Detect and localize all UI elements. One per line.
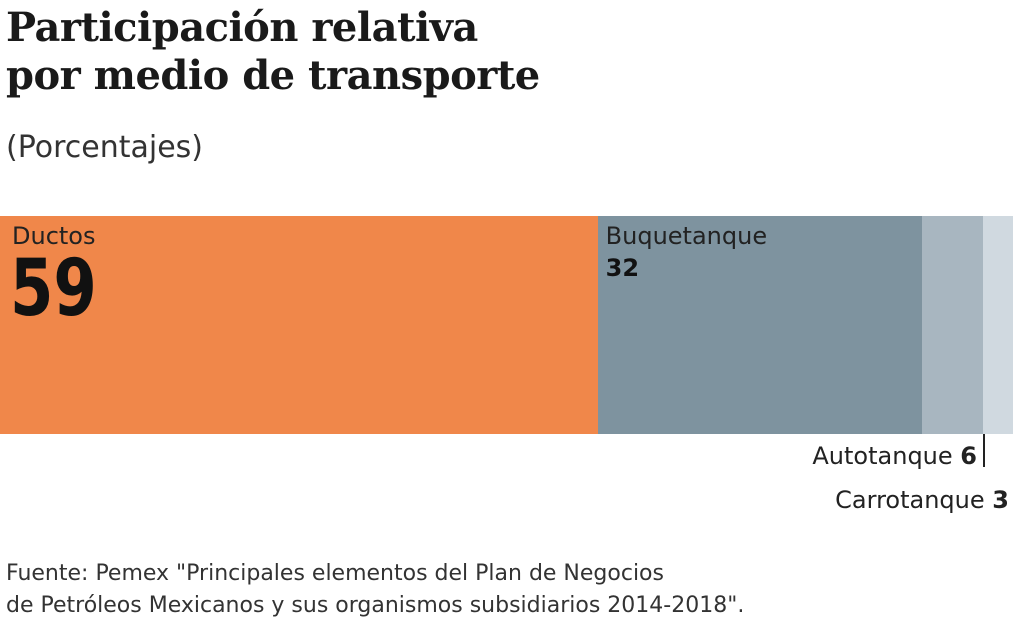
bar-segment-autotanque <box>921 216 983 434</box>
label-carrotanque-value: 3 <box>992 486 1009 514</box>
segment-value: 32 <box>605 254 640 282</box>
label-autotanque-value: 6 <box>960 442 977 470</box>
bar-segment-carrotanque <box>982 216 1013 434</box>
autotanque-leader-line <box>983 434 985 467</box>
segment-label: Buquetanque <box>605 222 768 250</box>
source-line-2: de Petróleos Mexicanos y sus organismos … <box>6 593 745 618</box>
title-line-1: Participación relativa <box>6 4 478 51</box>
label-carrotanque: Carrotanque 3 <box>835 486 1009 514</box>
segment-value: 59 <box>10 244 97 334</box>
bar-segment-ductos: Ductos 59 <box>0 216 598 434</box>
source-line-1: Fuente: Pemex "Principales elementos del… <box>6 561 664 586</box>
chart-title: Participación relativa por medio de tran… <box>6 4 540 100</box>
source-note: Fuente: Pemex "Principales elementos del… <box>6 558 744 622</box>
stacked-bar: Ductos 59 Buquetanque 32 <box>0 216 1013 434</box>
label-carrotanque-name: Carrotanque <box>835 486 985 514</box>
label-autotanque-name: Autotanque <box>812 442 953 470</box>
title-line-2: por medio de transporte <box>6 52 540 99</box>
chart-subtitle: (Porcentajes) <box>6 130 203 165</box>
segment-label: Ductos <box>12 222 96 250</box>
label-autotanque: Autotanque 6 <box>812 442 977 470</box>
bar-segment-buquetanque: Buquetanque 32 <box>597 216 922 434</box>
